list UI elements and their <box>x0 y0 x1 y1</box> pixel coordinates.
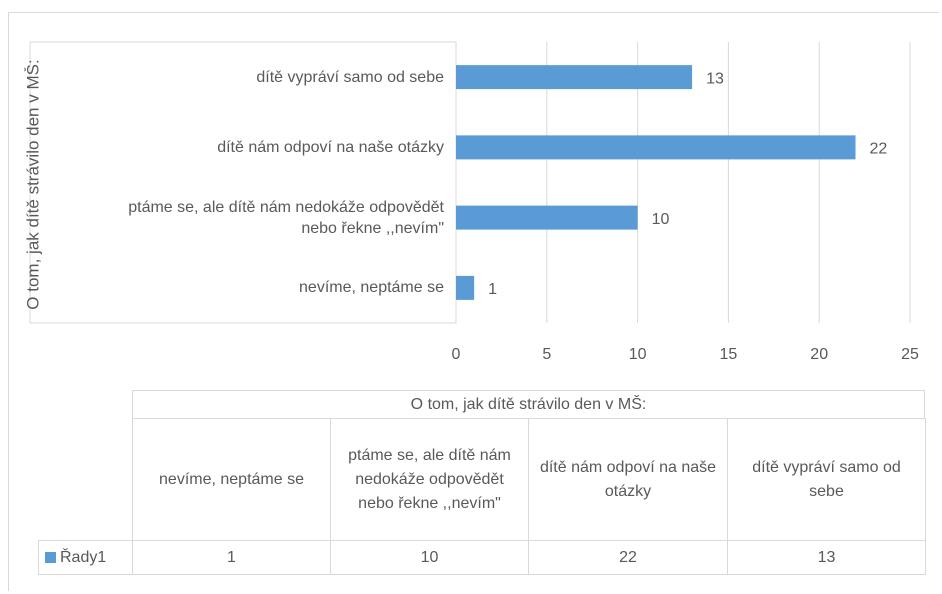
bar <box>456 135 856 160</box>
table-category: nevíme, neptáme se <box>132 418 331 541</box>
data-label: 22 <box>870 141 888 158</box>
x-tick-label: 15 <box>720 346 738 363</box>
chart-frame <box>8 12 939 591</box>
y-tick-label: dítě vypráví samo od sebe <box>256 68 444 86</box>
y-axis-title: O tom, jak dítě strávilo den v MŠ: <box>24 59 43 310</box>
table-header: O tom, jak dítě strávilo den v MŠ: <box>132 390 925 419</box>
table-category: dítě vypráví samo od sebe <box>727 418 926 541</box>
table-value: 1 <box>132 540 331 575</box>
x-tick-label: 0 <box>452 346 461 363</box>
data-label: 13 <box>706 70 724 87</box>
legend-key <box>45 552 56 563</box>
x-tick-label: 20 <box>810 346 828 363</box>
table-value: 10 <box>330 540 529 575</box>
x-tick-label: 5 <box>542 346 551 363</box>
bar <box>456 65 693 90</box>
legend-label: Řady1 <box>60 548 107 566</box>
bar <box>456 205 638 230</box>
table-category: ptáme se, ale dítě nám nedokáže odpovědě… <box>330 418 529 541</box>
data-label: 1 <box>488 281 497 298</box>
legend-cell: Řady1 <box>38 540 133 575</box>
y-axis-title-box: O tom, jak dítě strávilo den v MŠ: <box>25 44 61 325</box>
table-value: 13 <box>727 540 926 575</box>
data-label: 10 <box>652 211 670 228</box>
table-value: 22 <box>528 540 728 575</box>
x-tick-label: 10 <box>629 346 647 363</box>
x-tick-label: 25 <box>901 346 919 363</box>
table-category: dítě nám odpoví na naše otázky <box>528 418 728 541</box>
bar <box>456 275 475 300</box>
y-tick-label: nevíme, neptáme se <box>299 279 444 297</box>
y-tick-label: ptáme se, ale dítě nám nedokáže odpovědě… <box>128 198 444 237</box>
y-tick-label: dítě nám odpoví na naše otázky <box>217 138 444 156</box>
